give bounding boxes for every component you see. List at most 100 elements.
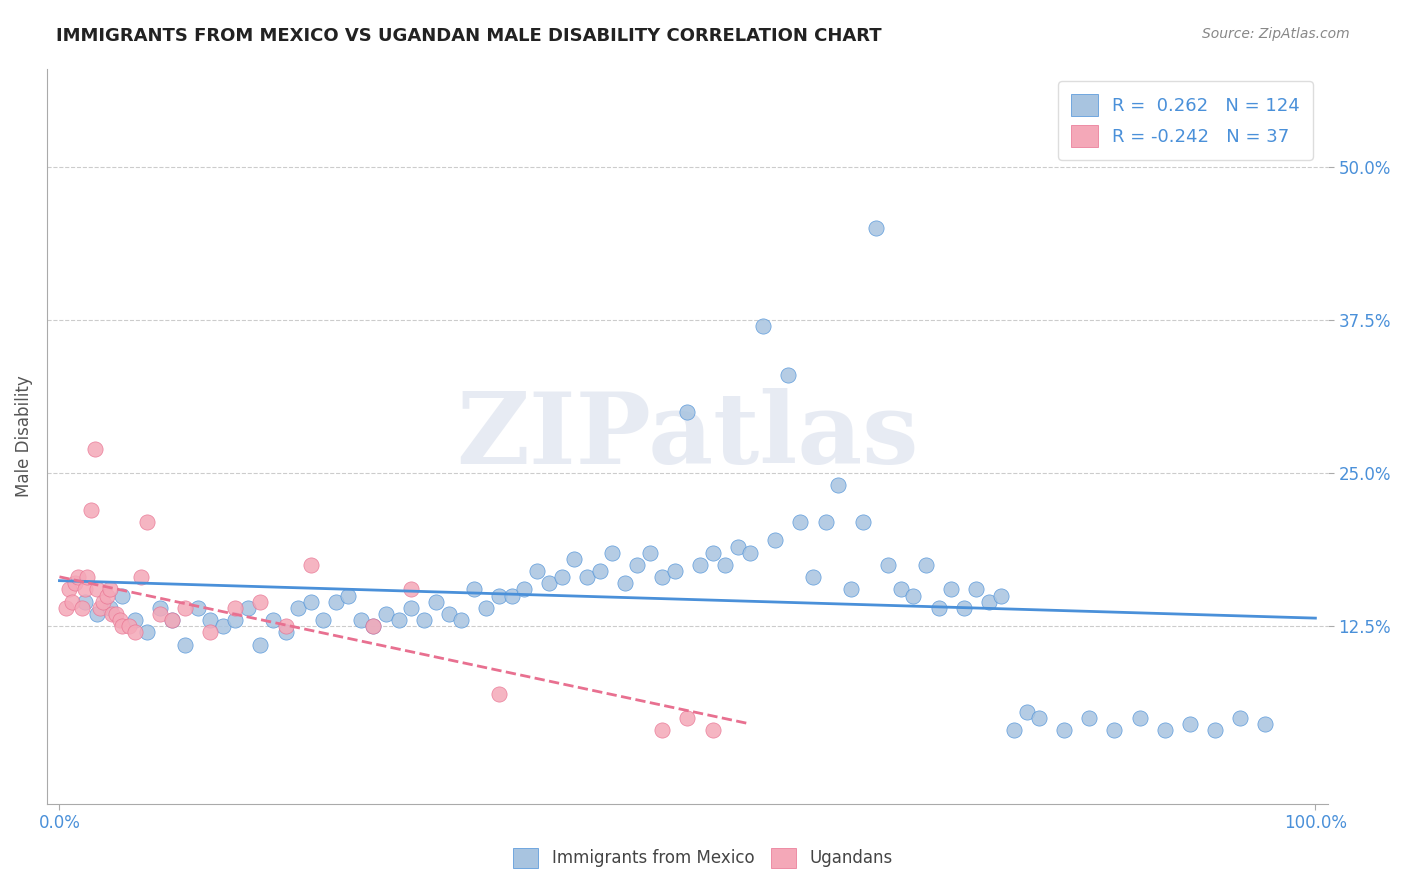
Point [1178, 717, 1201, 731]
Point [299, 558, 322, 572]
Point [564, 551, 586, 566]
Point [1254, 717, 1277, 731]
Point [274, 619, 297, 633]
Point [101, 607, 124, 621]
Point [714, 558, 737, 572]
Point [174, 638, 197, 652]
Point [865, 220, 887, 235]
Point [111, 589, 134, 603]
Point [98, 582, 121, 597]
Point [174, 600, 197, 615]
Point [752, 318, 775, 333]
Point [136, 515, 159, 529]
Point [98, 600, 121, 615]
Point [187, 600, 209, 615]
Point [1153, 723, 1175, 738]
Point [325, 595, 347, 609]
Point [375, 607, 398, 621]
Point [136, 625, 159, 640]
Point [124, 625, 146, 640]
Point [789, 515, 811, 529]
Point [575, 570, 598, 584]
Point [363, 619, 385, 633]
Point [702, 723, 724, 738]
Point [941, 582, 963, 597]
Point [96, 589, 118, 603]
Point [463, 582, 485, 597]
Y-axis label: Male Disability: Male Disability [15, 376, 32, 497]
Point [211, 619, 233, 633]
Point [651, 570, 673, 584]
Point [965, 582, 987, 597]
Point [801, 570, 824, 584]
Point [600, 546, 623, 560]
Point [224, 613, 246, 627]
Point [412, 613, 434, 627]
Point [1078, 711, 1101, 725]
Point [80, 503, 103, 517]
Point [952, 600, 974, 615]
Point [93, 595, 115, 609]
Point [977, 595, 1000, 609]
Point [124, 613, 146, 627]
Point [67, 570, 90, 584]
Point [70, 600, 93, 615]
Point [588, 564, 610, 578]
Point [60, 595, 83, 609]
Point [877, 558, 900, 572]
Point [852, 515, 875, 529]
Point [162, 613, 184, 627]
Point [613, 576, 636, 591]
Point [551, 570, 574, 584]
Text: ZIPatlas: ZIPatlas [456, 388, 918, 484]
Point [437, 607, 460, 621]
Point [526, 564, 548, 578]
Point [117, 619, 139, 633]
Point [73, 582, 96, 597]
Point [903, 589, 925, 603]
Point [928, 600, 950, 615]
Point [763, 533, 786, 548]
Point [915, 558, 938, 572]
Point [63, 576, 86, 591]
Legend: R =  0.262   N = 124, R = -0.242   N = 37: R = 0.262 N = 124, R = -0.242 N = 37 [1057, 81, 1313, 160]
Point [55, 600, 77, 615]
Point [702, 546, 724, 560]
Point [1204, 723, 1226, 738]
Point [399, 582, 422, 597]
Point [1229, 711, 1251, 725]
Point [399, 600, 422, 615]
Point [249, 638, 271, 652]
Point [1053, 723, 1076, 738]
Point [1104, 723, 1126, 738]
Point [104, 607, 127, 621]
Point [638, 546, 661, 560]
Point [76, 570, 98, 584]
Point [83, 442, 105, 456]
Point [287, 600, 309, 615]
Point [827, 478, 849, 492]
Point [676, 405, 699, 419]
Point [58, 582, 80, 597]
Point [363, 619, 385, 633]
Point [274, 625, 297, 640]
Point [664, 564, 686, 578]
Point [676, 711, 699, 725]
Point [651, 723, 673, 738]
Point [990, 589, 1012, 603]
Text: Source: ZipAtlas.com: Source: ZipAtlas.com [1202, 27, 1350, 41]
Point [198, 625, 221, 640]
Point [162, 613, 184, 627]
Point [350, 613, 373, 627]
Point [111, 619, 134, 633]
Point [501, 589, 523, 603]
Point [839, 582, 862, 597]
Point [1129, 711, 1152, 725]
Point [86, 607, 108, 621]
Point [337, 589, 360, 603]
Point [387, 613, 409, 627]
Text: IMMIGRANTS FROM MEXICO VS UGANDAN MALE DISABILITY CORRELATION CHART: IMMIGRANTS FROM MEXICO VS UGANDAN MALE D… [56, 27, 882, 45]
Point [450, 613, 472, 627]
Point [475, 600, 498, 615]
Point [86, 582, 108, 597]
